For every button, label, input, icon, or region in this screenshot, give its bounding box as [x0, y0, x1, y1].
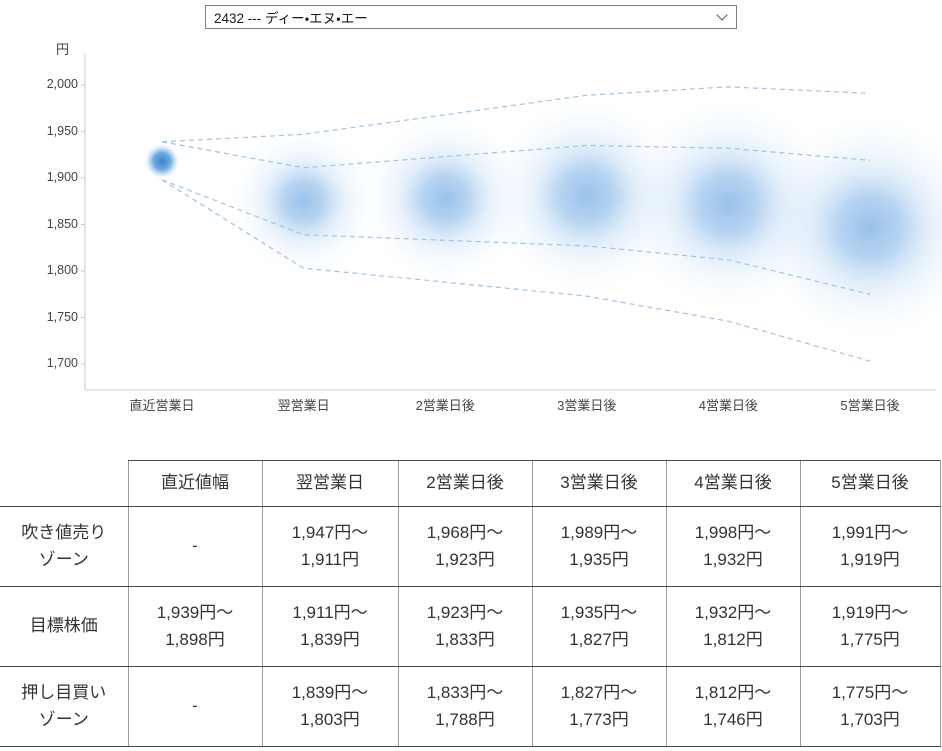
- x-axis-label: 4営業日後: [698, 398, 758, 413]
- cell-buy-day3: 1,827円～ 1,773円: [531, 666, 666, 747]
- cell-sell-day5: 1,991円～ 1,919円: [799, 506, 941, 587]
- stock-select-value: 2432 --- ディー・エヌ・エー: [214, 11, 368, 26]
- y-tick-label: 1,800: [46, 263, 78, 277]
- cell-target-day2: 1,923円～ 1,833円: [397, 586, 532, 667]
- y-tick-label: 1,750: [46, 309, 78, 324]
- table-row-sell-zone: 吹き値売り ゾーン - 1,947円～ 1,911円 1,968円～ 1,923…: [0, 506, 941, 587]
- forecast-chart-canvas: [81, 53, 942, 391]
- table-corner-cell: [0, 460, 128, 507]
- row-label-sell-zone: 吹き値売り ゾーン: [0, 506, 128, 587]
- y-axis-unit-label: 円: [56, 42, 70, 57]
- row-label-target-price: 目標株価: [0, 586, 128, 667]
- forecast-chart: 円 2,000 1,950 1,900 1,850 1,800 1,750 1,700 直近…: [0, 35, 942, 460]
- x-axis-label: 直近営業日: [129, 398, 195, 413]
- table-header-day3: 3営業日後: [531, 460, 666, 507]
- forecast-bubble: [231, 129, 376, 274]
- x-axis-label: 翌営業日: [277, 398, 330, 413]
- chevron-down-icon: [716, 9, 728, 21]
- cell-buy-day2: 1,833円～ 1,788円: [397, 666, 532, 747]
- row-label-buy-zone: 押し目買い ゾーン: [0, 666, 128, 747]
- cell-buy-recent: -: [127, 666, 262, 747]
- table-header-day4: 4営業日後: [665, 460, 800, 507]
- cell-buy-day5: 1,775円～ 1,703円: [799, 666, 941, 747]
- fan-line-target-lower: [161, 179, 871, 295]
- y-tick-label: 1,850: [46, 216, 78, 231]
- cell-buy-day4: 1,812円～ 1,746円: [665, 666, 800, 747]
- cell-target-day5: 1,919円～ 1,775円: [799, 586, 941, 667]
- fan-line-sell-zone-upper: [161, 86, 871, 143]
- y-tick-label: 1,900: [46, 170, 78, 184]
- fan-line-buy-zone-lower: [161, 179, 871, 362]
- table-header-day2: 2営業日後: [397, 460, 532, 507]
- cell-sell-recent: -: [127, 506, 262, 587]
- table-header-day5: 5営業日後: [799, 460, 941, 507]
- cell-target-day4: 1,932円～ 1,812円: [665, 586, 800, 667]
- cell-target-day3: 1,935円～ 1,827円: [531, 586, 666, 667]
- fan-line-target-upper: [161, 141, 871, 169]
- table-row-target-price: 目標株価 1,939円～ 1,898円 1,911円～ 1,839円 1,923…: [0, 586, 941, 667]
- forecast-bubble: [363, 116, 528, 281]
- latest-price-dot: [145, 144, 179, 179]
- table-header-day1: 翌営業日: [261, 460, 398, 507]
- forecast-bubble: [758, 115, 942, 340]
- cell-sell-day3: 1,989円～ 1,935円: [531, 506, 666, 587]
- table-header-recent-range: 直近値幅: [127, 460, 262, 507]
- selector-bar: 2432 --- ディー・エヌ・エー: [0, 0, 942, 35]
- y-tick-label: 2,000: [46, 77, 78, 91]
- x-axis-label: 2営業日後: [415, 398, 475, 413]
- cell-sell-day2: 1,968円～ 1,923円: [397, 506, 532, 587]
- cell-sell-day1: 1,947円～ 1,911円: [261, 506, 398, 587]
- cell-buy-day1: 1,839円～ 1,803円: [261, 666, 398, 747]
- table-header-row: 直近値幅 翌営業日 2営業日後 3営業日後 4営業日後 5営業日後: [0, 460, 941, 507]
- cell-target-day1: 1,911円～ 1,839円: [261, 586, 398, 667]
- stock-select[interactable]: 2432 --- ディー・エヌ・エー: [205, 5, 737, 29]
- table-row-buy-zone: 押し目買い ゾーン - 1,839円～ 1,803円 1,833円～ 1,788…: [0, 666, 941, 747]
- forecast-table: 直近値幅 翌営業日 2営業日後 3営業日後 4営業日後 5営業日後 吹き値売り …: [0, 460, 941, 747]
- y-tick-label: 1,950: [46, 123, 78, 138]
- cell-target-recent: 1,939円～ 1,898円: [127, 586, 262, 667]
- cell-sell-day4: 1,998円～ 1,932円: [665, 506, 800, 587]
- x-axis-label: 3営業日後: [557, 398, 617, 413]
- y-tick-label: 1,700: [46, 356, 78, 370]
- x-axis-label: 5営業日後: [840, 398, 900, 413]
